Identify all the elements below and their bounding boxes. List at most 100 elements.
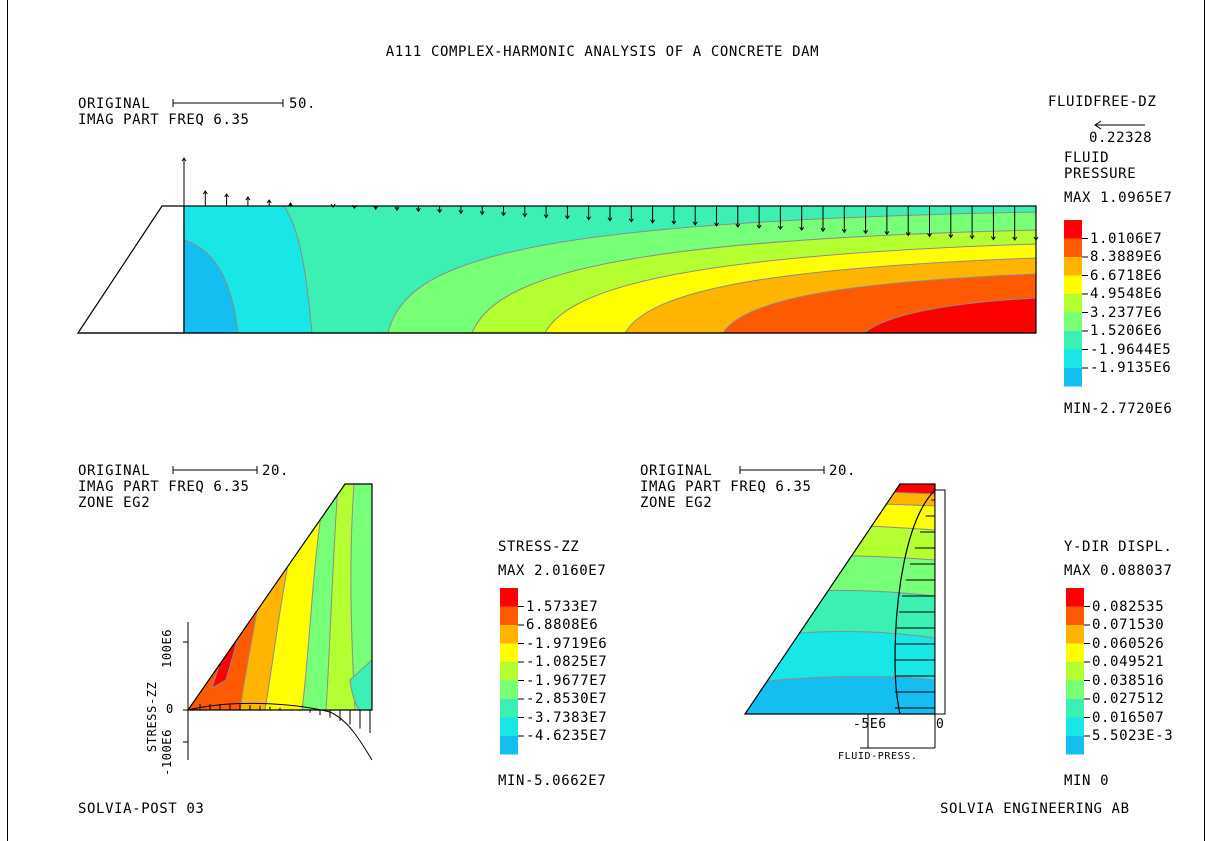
page-title: A111 COMPLEX-HARMONIC ANALYSIS OF A CONC… [0, 44, 1205, 60]
legend-swatch-red [1066, 588, 1084, 607]
legend-swatch-teal [1066, 699, 1084, 718]
top-caption: IMAG PART FREQ 6.35 [78, 112, 250, 128]
legend-level: 4.9548E6 [1090, 286, 1162, 302]
fluid-pressure-legend-scale [1064, 220, 1088, 387]
legend-swatch-cyan [1066, 718, 1084, 737]
stress-axis-title: STRESS-ZZ [146, 682, 158, 752]
legend-br-title: Y-DIR DISPL. [1064, 539, 1172, 555]
stress-distribution-curve [188, 703, 372, 760]
br-zone: ZONE EG2 [640, 495, 712, 511]
legend-level: 0.016507 [1092, 710, 1164, 726]
legend-level: 0.071530 [1092, 617, 1164, 633]
dam-stress-plot [183, 484, 372, 760]
scale-bar-bottom-right [740, 466, 824, 474]
legend-level: -1.9644E5 [1090, 342, 1171, 358]
legend-level: -2.8530E7 [526, 691, 607, 707]
scale-bar-top [173, 99, 283, 107]
legend-swatch-teal [500, 699, 518, 718]
legend-bl-title: STRESS-ZZ [498, 539, 579, 555]
footer-right: SOLVIA ENGINEERING AB [940, 801, 1130, 817]
legend-swatch-yellow-green [500, 662, 518, 681]
legend-swatch-teal [1064, 331, 1082, 350]
vector-label: FLUIDFREE-DZ [1048, 94, 1156, 110]
legend-swatch-cyan [1064, 350, 1082, 369]
legend-level: 1.5206E6 [1090, 323, 1162, 339]
footer-left: SOLVIA-POST 03 [78, 801, 204, 817]
legend-level: 1.0106E7 [1090, 231, 1162, 247]
legend-swatch-yellow-green [1064, 294, 1082, 313]
displacement-contours [745, 484, 935, 714]
bl-scale-label: ORIGINAL [78, 463, 150, 479]
vector-scale-arrow [1095, 121, 1145, 129]
bl-zone: ZONE EG2 [78, 495, 150, 511]
legend-swatch-orange [500, 625, 518, 644]
legend-swatch-sky [1066, 736, 1084, 755]
top-scale-value: 50. [289, 96, 316, 112]
legend-level: -1.0825E7 [526, 654, 607, 670]
legend-swatch-sky [500, 736, 518, 755]
legend-level: 6.6718E6 [1090, 268, 1162, 284]
br-caption: IMAG PART FREQ 6.35 [640, 479, 812, 495]
dam-outline-top [78, 206, 184, 333]
legend-top-title-1: FLUID [1064, 150, 1109, 166]
legend-swatch-light-green [1066, 681, 1084, 700]
legend-swatch-orange [1064, 257, 1082, 276]
legend-swatch-cyan [500, 718, 518, 737]
fluid-domain-plot [78, 158, 1038, 333]
legend-top-min: MIN-2.7720E6 [1064, 401, 1172, 417]
legend-level: -1.9719E6 [526, 636, 607, 652]
legend-swatch-light-green [500, 681, 518, 700]
legend-br-max: MAX 0.088037 [1064, 563, 1172, 579]
legend-swatch-yellow [1066, 644, 1084, 663]
legend-level: 0.082535 [1092, 599, 1164, 615]
legend-level: -1.9677E7 [526, 673, 607, 689]
reservoir-strip [935, 490, 945, 714]
legend-top-title-2: PRESSURE [1064, 166, 1136, 182]
br-scale-label: ORIGINAL [640, 463, 712, 479]
scale-bar-bottom-left [173, 466, 257, 474]
stress-axis-zero: 0 [166, 703, 174, 715]
br-scale-value: 20. [829, 463, 856, 479]
legend-swatch-orange-red [1066, 607, 1084, 626]
pressure-axis-right: 0 [936, 717, 944, 733]
bl-caption: IMAG PART FREQ 6.35 [78, 479, 250, 495]
legend-top-max: MAX 1.0965E7 [1064, 190, 1172, 206]
legend-swatch-light-green [1064, 313, 1082, 332]
bl-scale-value: 20. [262, 463, 289, 479]
stress-axis-bottom: -100E6 [161, 729, 173, 776]
legend-swatch-red [500, 588, 518, 607]
legend-level: 0.027512 [1092, 691, 1164, 707]
legend-level: 5.5023E-3 [1092, 728, 1173, 744]
legend-swatch-orange [1066, 625, 1084, 644]
legend-level: -3.7383E7 [526, 710, 607, 726]
pressure-axis-title: FLUID-PRESS. [838, 751, 917, 763]
stress-contours [188, 484, 372, 710]
legend-level: 0.049521 [1092, 654, 1164, 670]
legend-br-min: MIN 0 [1064, 773, 1109, 789]
displacement-legend-scale [1066, 588, 1090, 755]
stress-legend-scale [500, 588, 524, 755]
legend-swatch-sky [1064, 368, 1082, 387]
legend-bl-max: MAX 2.0160E7 [498, 563, 606, 579]
legend-bl-min: MIN-5.0662E7 [498, 773, 606, 789]
legend-level: 0.038516 [1092, 673, 1164, 689]
legend-swatch-yellow [500, 644, 518, 663]
legend-level: -4.6235E7 [526, 728, 607, 744]
vector-value: 0.22328 [1089, 130, 1152, 146]
legend-level: -1.9135E6 [1090, 360, 1171, 376]
top-scale-label: ORIGINAL [78, 96, 150, 112]
legend-swatch-yellow-green [1066, 662, 1084, 681]
legend-level: 8.3889E6 [1090, 249, 1162, 265]
legend-level: 3.2377E6 [1090, 305, 1162, 321]
legend-swatch-orange-red [500, 607, 518, 626]
legend-level: 0.060526 [1092, 636, 1164, 652]
pressure-axis-left: -5E6 [853, 717, 887, 733]
stress-axis-top: 100E6 [161, 629, 173, 668]
legend-swatch-yellow [1064, 276, 1082, 295]
legend-swatch-orange-red [1064, 239, 1082, 258]
legend-swatch-red [1064, 220, 1082, 239]
legend-level: 1.5733E7 [526, 599, 598, 615]
dam-displacement-plot [745, 484, 945, 748]
legend-level: 6.8808E6 [526, 617, 598, 633]
